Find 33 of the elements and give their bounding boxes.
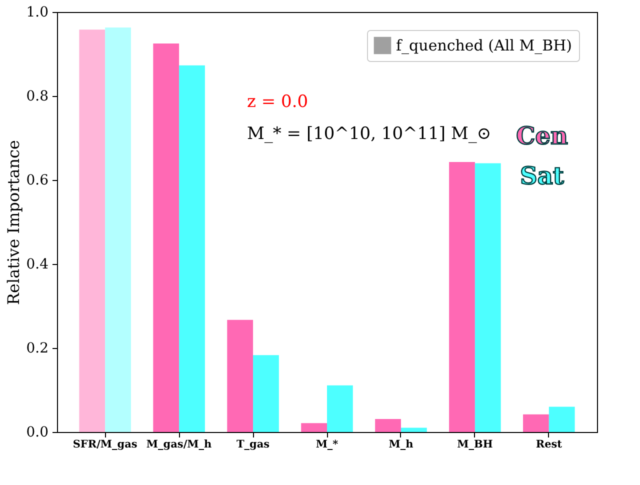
y-tick-label: 0.0 [26,424,48,440]
y-tick-label: 0.6 [26,172,49,188]
x-tick-label: M_* [316,438,339,450]
y-tick-label: 0.4 [26,256,49,272]
x-tick-label: SFR/M_gas [72,438,138,450]
bar [253,355,279,432]
bar [153,44,180,432]
bar [375,418,401,432]
bar [449,162,475,432]
y-axis-title: Relative Importance [4,140,24,306]
bar [400,428,427,432]
bar [548,406,575,432]
x-tick-label: M_gas/M_h [146,438,212,450]
y-tick-label: 0.2 [26,340,48,356]
legend-label: f_quenched (All M_BH) [396,36,572,54]
bar [179,65,205,432]
series-label: Cen [516,121,568,150]
annotation: z = 0.0 [247,92,308,112]
series-label: Sat [520,161,564,190]
bar [523,414,549,432]
x-tick-label: M_h [388,438,414,450]
x-tick-label: M_BH [457,438,493,450]
bar [105,28,131,432]
bar [227,320,254,432]
x-tick-label: T_gas [236,438,270,450]
bar [301,423,327,432]
bar [79,30,106,432]
y-tick-label: 0.8 [26,88,48,104]
x-tick-label: Rest [536,438,562,450]
y-tick-label: 1.0 [26,4,48,20]
bar [474,163,501,432]
annotation: M_* = [10^10, 10^11] M_⊙ [247,124,492,144]
bar [327,385,353,432]
